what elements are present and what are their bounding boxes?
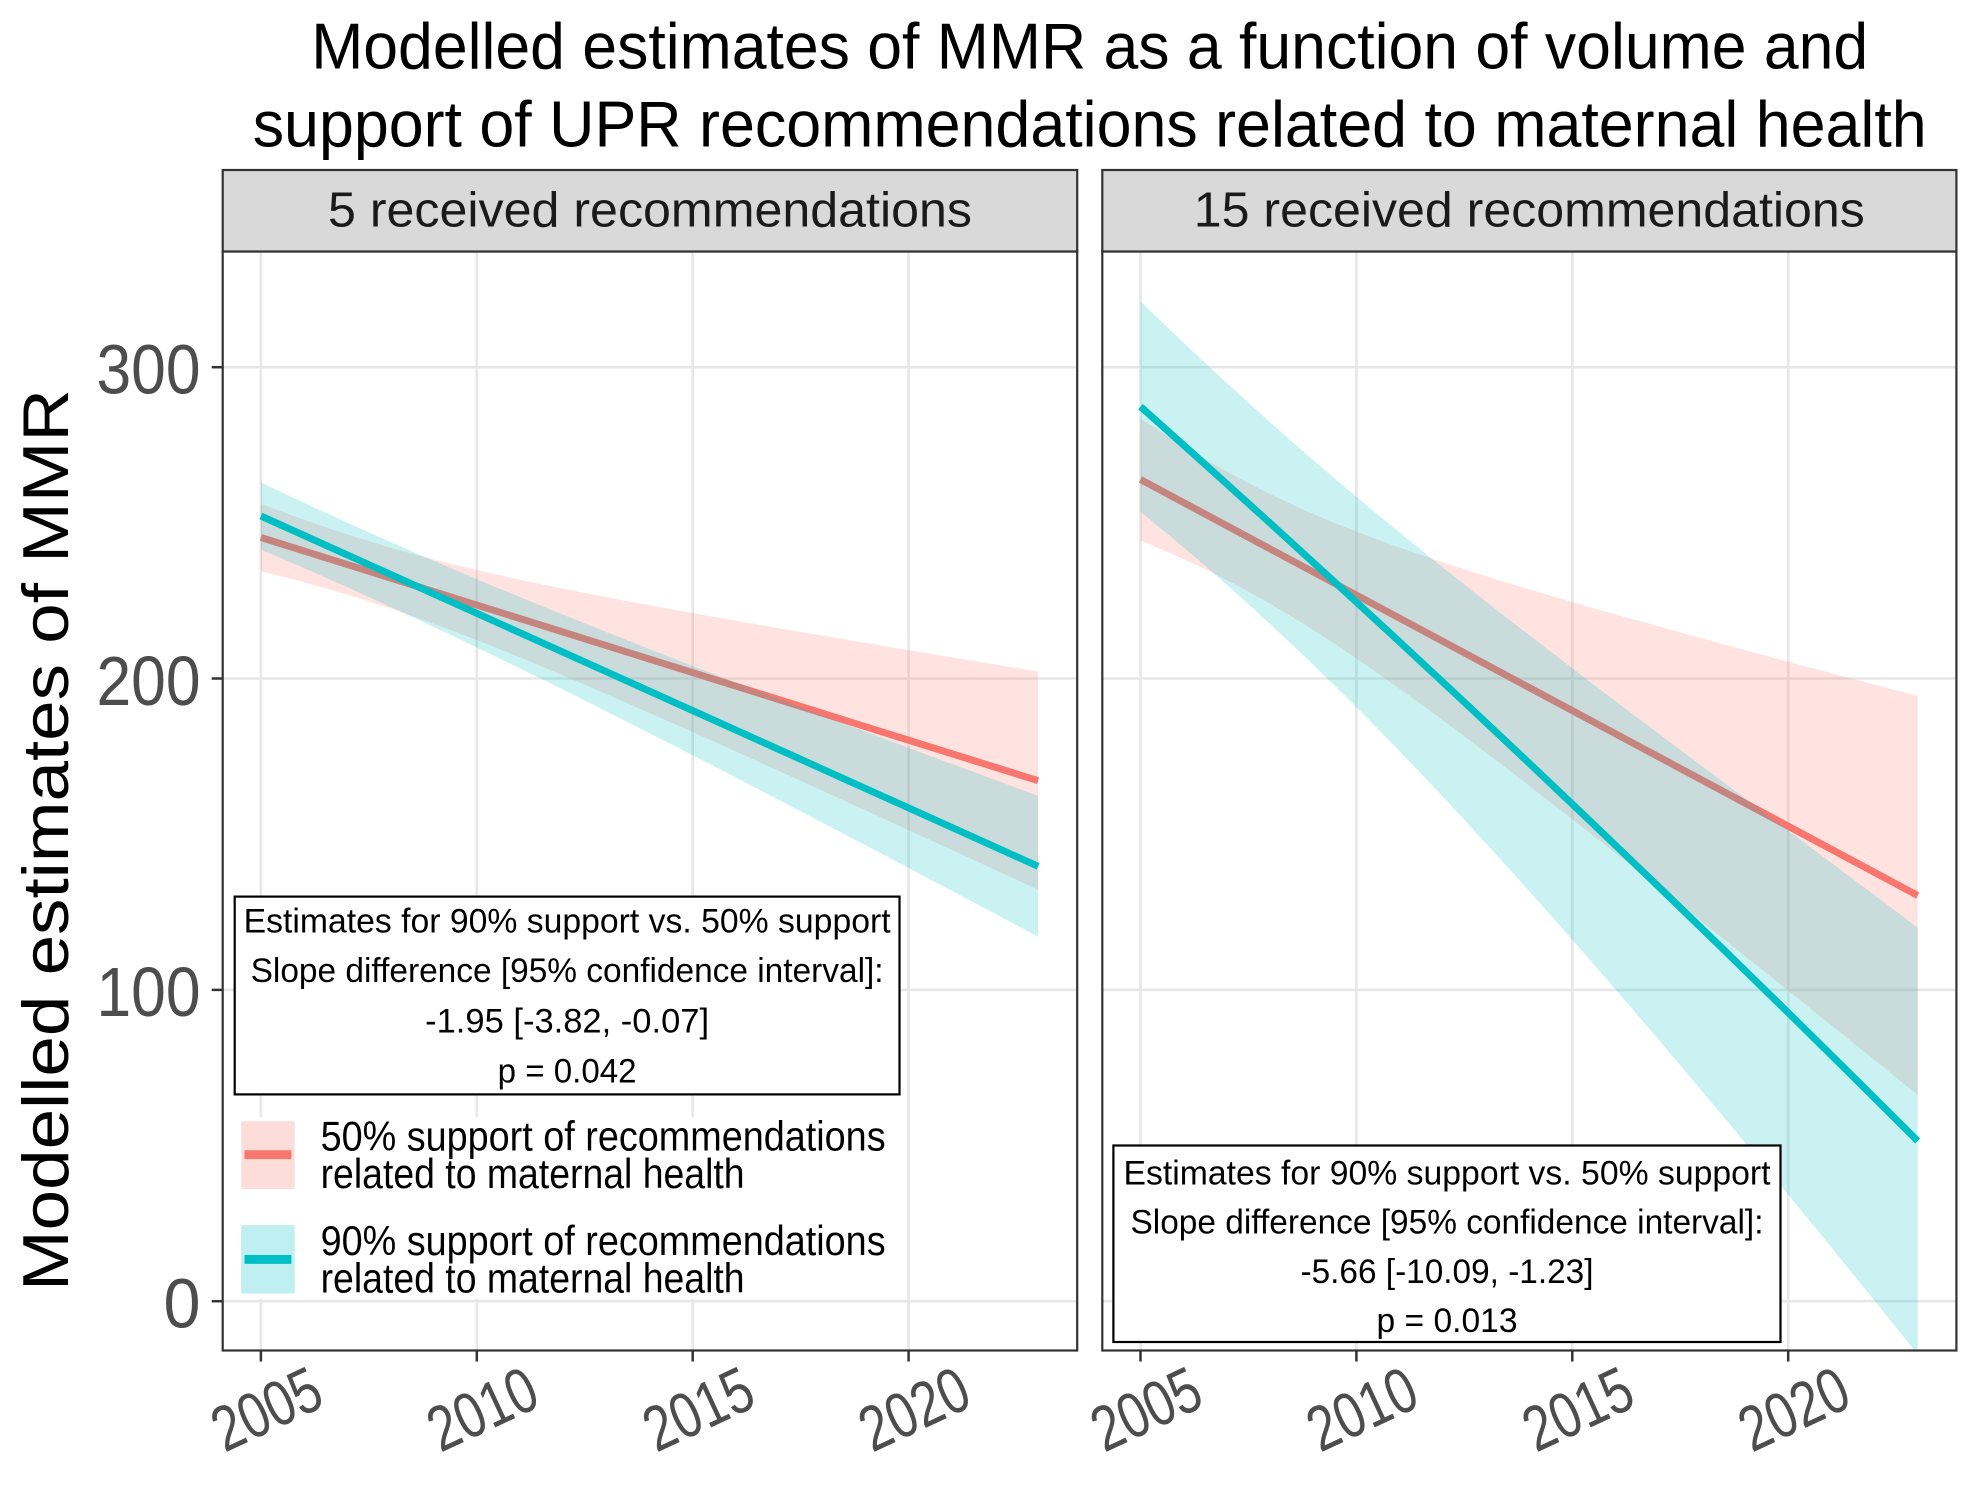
svg-text:50% support of recommendations: 50% support of recommendations [321, 1112, 886, 1159]
svg-text:0: 0 [164, 1265, 201, 1343]
svg-text:p = 0.042: p = 0.042 [498, 1052, 637, 1090]
svg-text:Slope difference [95% confiden: Slope difference [95% confidence interva… [251, 952, 884, 990]
svg-text:related to maternal health: related to maternal health [321, 1255, 745, 1302]
svg-text:Estimates for 90% support vs.: Estimates for 90% support vs. 50% suppor… [244, 903, 892, 941]
svg-text:Estimates for 90% support vs.: Estimates for 90% support vs. 50% suppor… [1124, 1154, 1772, 1192]
svg-text:support of UPR recommendations: support of UPR recommendations related t… [253, 88, 1927, 161]
svg-text:p = 0.013: p = 0.013 [1377, 1302, 1518, 1340]
svg-text:Modelled estimates of MMR as a: Modelled estimates of MMR as a function … [311, 10, 1868, 83]
svg-text:90% support of recommendations: 90% support of recommendations [321, 1217, 886, 1264]
svg-text:Slope difference [95% confiden: Slope difference [95% confidence interva… [1131, 1204, 1764, 1242]
svg-text:200: 200 [97, 642, 201, 720]
svg-text:15 received recommendations: 15 received recommendations [1194, 183, 1865, 238]
svg-text:-1.95 [-3.82, -0.07]: -1.95 [-3.82, -0.07] [425, 1003, 709, 1041]
svg-text:300: 300 [97, 331, 201, 409]
svg-text:related to maternal health: related to maternal health [321, 1150, 745, 1197]
svg-text:5 received recommendations: 5 received recommendations [328, 183, 972, 238]
svg-text:Modelled estimates of MMR: Modelled estimates of MMR [9, 389, 82, 1291]
svg-text:-5.66 [-10.09, -1.23]: -5.66 [-10.09, -1.23] [1301, 1253, 1594, 1291]
svg-text:100: 100 [97, 953, 201, 1031]
